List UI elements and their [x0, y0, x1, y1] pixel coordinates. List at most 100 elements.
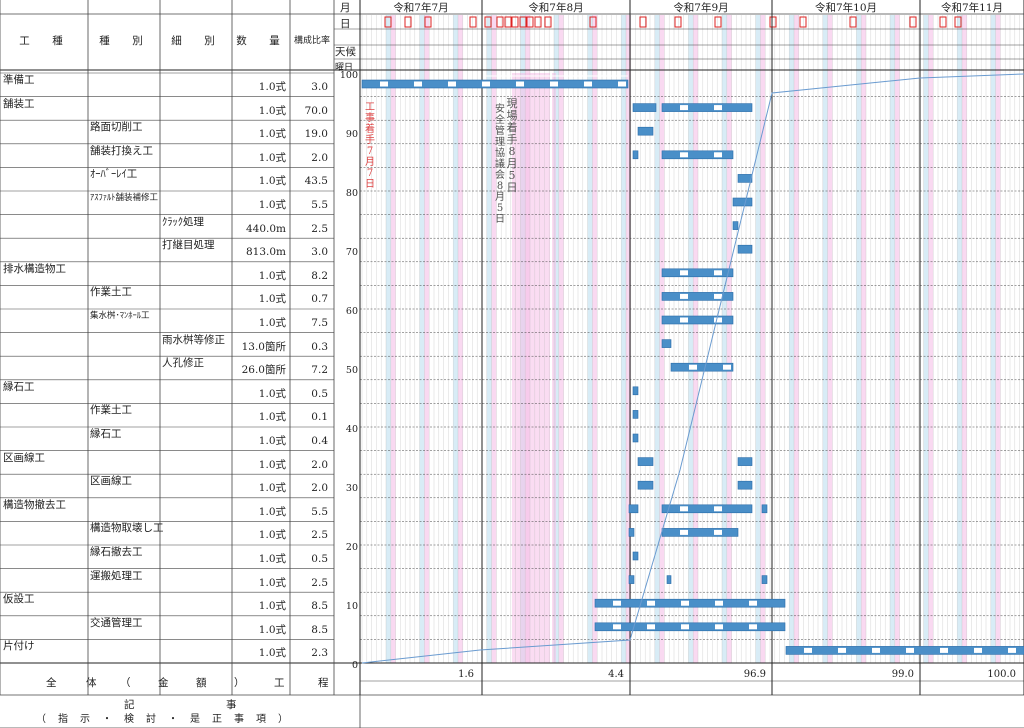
y-tick: 60 — [345, 306, 358, 317]
cell-ratio: 2.5 — [311, 222, 328, 235]
bar-gap — [714, 293, 722, 299]
schedule-bar — [632, 103, 657, 112]
sunday-column — [592, 15, 598, 663]
bar-gap — [647, 624, 655, 630]
y-tick: 20 — [345, 542, 358, 553]
cell-ratio: 0.4 — [311, 435, 328, 447]
cumulative-value: 99.0 — [891, 669, 914, 680]
cell-saibetsu: ｸﾗｯｸ処理 — [162, 215, 204, 228]
cell-qty: 1.0式 — [258, 411, 286, 424]
bar-gap — [414, 81, 422, 87]
bar-gap — [680, 317, 688, 323]
cell-qty: 1.0式 — [258, 387, 286, 400]
cumulative-value: 96.9 — [743, 669, 766, 680]
bar-gap — [714, 529, 722, 535]
bar-gap — [838, 647, 846, 653]
bar-gap — [681, 600, 689, 606]
cell-shubetsu: 路面切削工 — [90, 121, 143, 134]
holiday-marker — [504, 16, 512, 28]
month-header: 令和7年8月 — [528, 2, 584, 14]
schedule-bar — [761, 504, 768, 514]
bar-gap — [584, 81, 592, 87]
bar-gap — [715, 624, 723, 630]
saturday-column — [486, 15, 492, 663]
cell-ratio: 5.5 — [311, 199, 328, 211]
schedule-bar — [761, 575, 768, 584]
saturday-column — [957, 15, 962, 663]
y-tick: 70 — [345, 247, 358, 258]
bar-gap — [482, 81, 490, 87]
saturday-column — [453, 15, 458, 663]
bar-gap — [804, 647, 812, 653]
y-tick: 90 — [345, 129, 358, 140]
sunday-column — [861, 15, 866, 663]
holiday-marker — [526, 16, 534, 28]
bar-gap — [974, 647, 982, 653]
bar-gap — [613, 600, 621, 606]
bar-gap — [680, 152, 688, 158]
annotation-safety: 安全管理協議会8月5日 — [495, 104, 505, 225]
cell-qty: 13.0箇所 — [241, 340, 286, 353]
saturday-column — [554, 15, 559, 663]
cell-ratio: 2.0 — [311, 458, 328, 471]
cell-ratio: 2.3 — [311, 647, 328, 660]
cell-qty: 1.0式 — [258, 623, 286, 636]
saturday-column — [688, 15, 694, 663]
cell-qty: 1.0式 — [258, 104, 286, 117]
cell-qty: 440.0m — [245, 222, 286, 235]
cell-ratio: 7.2 — [311, 364, 328, 377]
schedule-bar — [632, 551, 639, 561]
y-tick: 30 — [345, 483, 358, 494]
schedule-bar — [666, 575, 672, 584]
cell-shubetsu: ｵｰﾊﾞｰﾚｲ工 — [90, 168, 138, 181]
cell-qty: 1.0式 — [258, 128, 286, 141]
schedule-bar — [785, 646, 1024, 655]
annotation-site-start: 現場着手8月5日 — [506, 97, 518, 194]
schedule-bar — [732, 221, 739, 230]
bar-gap — [516, 81, 524, 87]
schedule-bar — [670, 362, 734, 372]
y-tick: 80 — [345, 188, 358, 199]
cell-ratio: 2.5 — [311, 529, 328, 542]
cell-koushu: 片付け — [3, 640, 35, 653]
bar-gap — [723, 364, 731, 370]
schedule-bar — [628, 504, 639, 514]
schedule-bar — [628, 575, 635, 584]
saturday-column — [587, 15, 593, 663]
holiday-marker — [849, 16, 857, 28]
saturday-column — [890, 15, 895, 663]
cell-qty: 813.0m — [245, 246, 286, 259]
y-tick: 10 — [345, 601, 358, 612]
cell-ratio: 3.0 — [311, 246, 328, 259]
bar-gap — [749, 624, 757, 630]
schedule-bar — [637, 126, 654, 136]
sunday-column — [794, 15, 799, 663]
sunday-column — [928, 15, 934, 663]
y-tick: 50 — [345, 365, 358, 376]
cell-saibetsu: 雨水桝等修正 — [162, 333, 225, 346]
sunday-column — [726, 15, 732, 663]
schedule-bar — [737, 174, 753, 183]
footer-zentai-char: 額 — [196, 677, 207, 689]
sunday-column — [894, 15, 900, 663]
saturday-column — [654, 15, 660, 663]
saturday-column — [386, 15, 391, 663]
schedule-bar — [737, 480, 753, 490]
cell-ratio: 0.1 — [311, 411, 328, 424]
cell-koushu: 排水構造物工 — [3, 262, 66, 275]
cell-qty: 1.0式 — [258, 505, 286, 518]
month-header: 令和7年11月 — [940, 2, 1004, 14]
saturday-column — [856, 15, 862, 663]
saturday-column — [789, 15, 794, 663]
cell-shubetsu: 舗装打換え工 — [90, 144, 153, 157]
cell-ratio: 5.5 — [311, 505, 328, 518]
holiday-marker — [384, 16, 392, 28]
saturday-column — [419, 15, 425, 663]
bar-gap — [647, 600, 655, 606]
cell-shubetsu: 縁石撤去工 — [90, 546, 143, 558]
footer-zentai-char: 体 — [86, 677, 97, 689]
cumulative-value: 100.0 — [987, 669, 1016, 680]
schedule-bar — [737, 457, 753, 466]
cell-qty: 1.0式 — [258, 81, 286, 93]
cell-qty: 1.0式 — [258, 482, 286, 495]
